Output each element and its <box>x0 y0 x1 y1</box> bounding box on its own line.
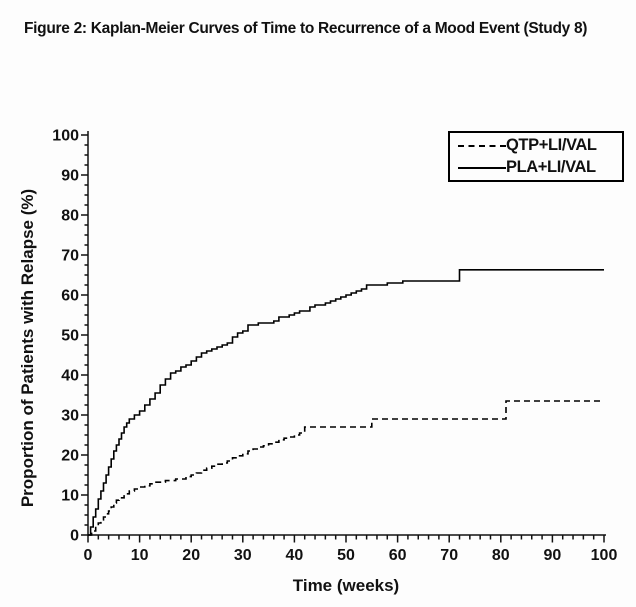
legend: QTP+LI/VAL PLA+LI/VAL <box>448 131 624 182</box>
legend-item-pla: PLA+LI/VAL <box>458 158 618 177</box>
y-tick-label: 10 <box>61 488 79 505</box>
x-tick-label: 100 <box>591 547 618 564</box>
x-tick-label: 10 <box>131 547 149 564</box>
x-axis-title: Time (weeks) <box>292 576 400 595</box>
y-tick-label: 80 <box>61 208 79 225</box>
x-tick-label: 60 <box>389 547 407 564</box>
y-tick-label: 60 <box>61 288 79 305</box>
km-curve-qtp <box>88 400 604 536</box>
x-tick-label: 70 <box>440 547 458 564</box>
figure-title: Figure 2: Kaplan-Meier Curves of Time to… <box>24 20 588 37</box>
y-tick-label: 50 <box>61 328 79 345</box>
solid-line-sample-icon <box>458 166 506 169</box>
y-tick-label: 70 <box>61 248 79 265</box>
y-tick-label: 90 <box>61 168 79 185</box>
dashed-line-sample-icon <box>458 144 506 147</box>
x-tick-label: 30 <box>234 547 252 564</box>
axes: 0 10 20 30 40 50 60 70 80 90 100 0 10 20 30 40 50 60 70 80 9… <box>52 128 617 565</box>
y-tick-label: 0 <box>70 528 79 545</box>
y-tick-label: 40 <box>61 368 79 385</box>
curves <box>88 269 604 536</box>
x-tick-label: 50 <box>337 547 355 564</box>
legend-item-qtp: QTP+LI/VAL <box>458 136 618 155</box>
y-tick-label: 100 <box>52 128 79 145</box>
y-axis-title: Proportion of Patients with Relapse (%) <box>18 188 37 508</box>
km-curve-pla <box>88 269 604 536</box>
x-tick-label: 0 <box>84 547 93 564</box>
y-tick-label: 30 <box>61 408 79 425</box>
legend-label-qtp: QTP+LI/VAL <box>506 136 597 154</box>
x-tick-label: 80 <box>492 547 510 564</box>
x-tick-label: 40 <box>286 547 304 564</box>
y-tick-label: 20 <box>61 448 79 465</box>
legend-label-pla: PLA+LI/VAL <box>506 158 596 176</box>
x-tick-label: 20 <box>182 547 200 564</box>
x-tick-label: 90 <box>544 547 562 564</box>
